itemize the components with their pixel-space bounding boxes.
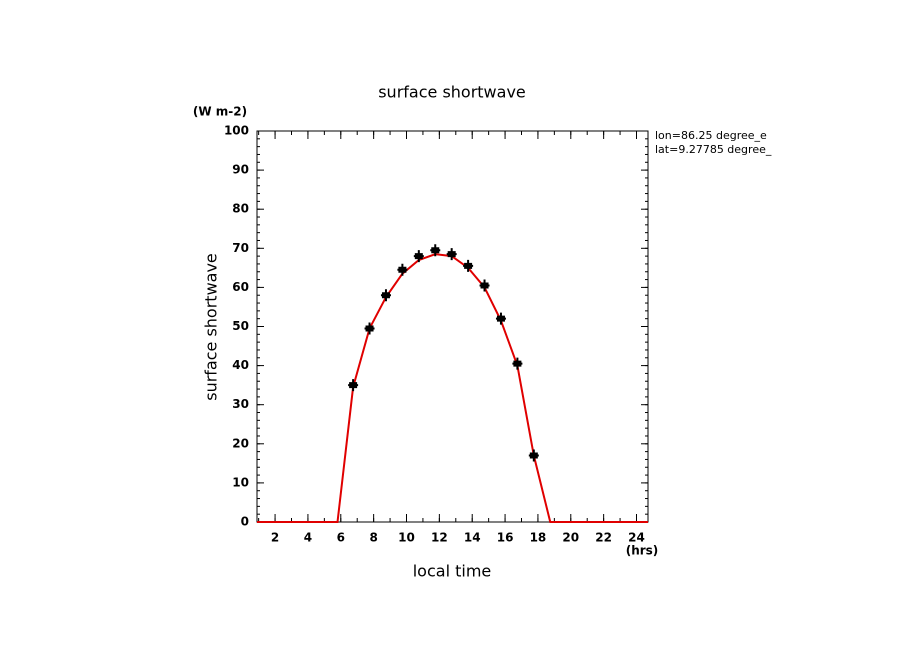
data-point (495, 312, 506, 325)
annotation: lon=86.25 degree_e (655, 129, 767, 142)
y-unit: (W m-2) (193, 105, 247, 119)
x-tick-label: 16 (497, 531, 514, 545)
data-point (364, 322, 375, 335)
x-tick-label: 22 (595, 531, 612, 545)
x-unit: (hrs) (626, 544, 659, 558)
data-point (446, 248, 457, 261)
y-tick-label: 70 (232, 241, 249, 255)
data-point (512, 357, 523, 370)
x-tick-label: 14 (464, 531, 481, 545)
x-tick-label: 12 (431, 531, 448, 545)
x-tick-label: 4 (304, 531, 312, 545)
y-tick-label: 50 (232, 319, 249, 333)
data-point (528, 449, 539, 462)
x-axis-label: local time (413, 562, 492, 581)
y-tick-label: 10 (232, 475, 249, 489)
y-tick-label: 40 (232, 358, 249, 372)
data-point (479, 279, 490, 292)
y-tick-label: 30 (232, 397, 249, 411)
data-point (397, 263, 408, 276)
y-tick-label: 80 (232, 202, 249, 216)
x-tick-label: 6 (337, 531, 345, 545)
data-point (380, 289, 391, 302)
x-tick-label: 20 (562, 531, 579, 545)
annotation: lat=9.27785 degree_ (655, 143, 772, 156)
y-tick-label: 20 (232, 436, 249, 450)
data-point (430, 244, 441, 257)
x-tick-label: 8 (369, 531, 377, 545)
y-tick-label: 90 (232, 163, 249, 177)
chart-title: surface shortwave (378, 83, 526, 102)
y-tick-label: 100 (224, 124, 249, 138)
data-point (413, 250, 424, 263)
y-axis-label: surface shortwave (202, 253, 221, 401)
x-tick-label: 10 (398, 531, 415, 545)
y-tick-label: 0 (241, 515, 249, 529)
x-tick-label: 2 (271, 531, 279, 545)
x-tick-label: 24 (628, 531, 645, 545)
data-point (348, 379, 359, 392)
y-tick-label: 60 (232, 280, 249, 294)
data-point (463, 259, 474, 272)
plot-frame (256, 130, 649, 523)
data-line (257, 253, 648, 523)
x-tick-label: 18 (530, 531, 547, 545)
